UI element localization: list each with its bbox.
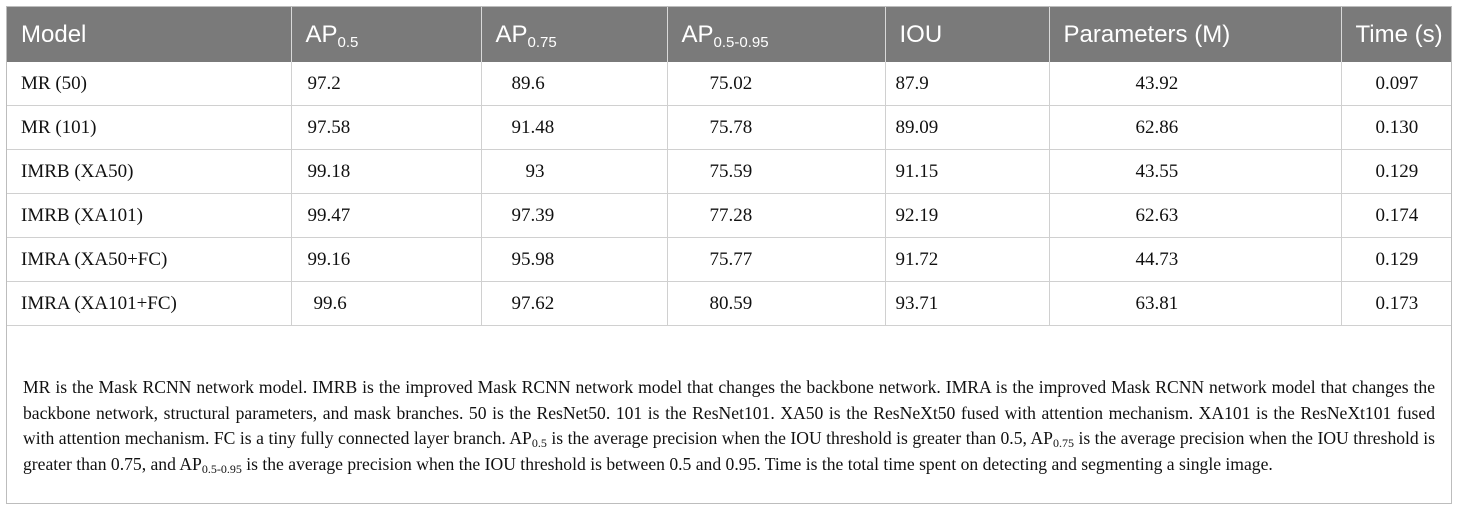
results-table-figure: Model AP0.5 AP0.75 AP0.5-0.95 IOU Parame…: [6, 6, 1452, 504]
cell-ap075: 91.48: [511, 116, 555, 138]
table-row: MR (101) 97.58 91.48 75.78 89.09 62.86 0…: [7, 105, 1451, 150]
cell-iou: 93.71: [895, 292, 939, 314]
header-ap075: AP0.75: [481, 7, 668, 62]
cell-ap075: 97.39: [511, 204, 555, 226]
header-ap05: AP0.5: [291, 7, 482, 62]
cell-ap05: 99.18: [307, 160, 351, 182]
cell-ap0595: 77.28: [709, 204, 753, 226]
cell-iou: 89.09: [895, 116, 939, 138]
table-row: IMRA (XA101+FC) 99.6 97.62 80.59 93.71 6…: [7, 281, 1451, 326]
cell-time: 0.129: [1375, 160, 1419, 182]
cell-model: IMRA (XA101+FC): [7, 281, 292, 326]
cell-ap05: 99.6: [313, 292, 347, 314]
cell-iou: 91.15: [895, 160, 939, 182]
cell-params: 63.81: [1135, 292, 1179, 314]
table-row: IMRB (XA50) 99.18 93 75.59 91.15 43.55 0…: [7, 149, 1451, 194]
cell-time: 0.174: [1375, 204, 1419, 226]
cell-ap075: 89.6: [511, 72, 545, 94]
table-row: IMRA (XA50+FC) 99.16 95.98 75.77 91.72 4…: [7, 237, 1451, 282]
cell-ap075: 95.98: [511, 248, 555, 270]
cell-time: 0.097: [1375, 72, 1419, 94]
table-header-row: Model AP0.5 AP0.75 AP0.5-0.95 IOU Parame…: [7, 7, 1451, 62]
cell-ap0595: 75.59: [709, 160, 753, 182]
cell-ap0595: 80.59: [709, 292, 753, 314]
cell-ap05: 97.2: [307, 72, 341, 94]
cell-ap05: 99.16: [307, 248, 351, 270]
cell-ap05: 97.58: [307, 116, 351, 138]
header-iou: IOU: [885, 7, 1050, 62]
cell-ap0595: 75.77: [709, 248, 753, 270]
cell-params: 44.73: [1135, 248, 1179, 270]
cell-model: IMRB (XA101): [7, 193, 292, 238]
cell-iou: 87.9: [895, 72, 929, 94]
cell-model: IMRA (XA50+FC): [7, 237, 292, 282]
cell-model: MR (50): [7, 62, 292, 106]
cell-iou: 92.19: [895, 204, 939, 226]
cell-params: 43.55: [1135, 160, 1179, 182]
cell-params: 62.63: [1135, 204, 1179, 226]
table-row: IMRB (XA101) 99.47 97.39 77.28 92.19 62.…: [7, 193, 1451, 238]
cell-time: 0.130: [1375, 116, 1419, 138]
cell-ap0595: 75.78: [709, 116, 753, 138]
header-ap0595: AP0.5-0.95: [667, 7, 886, 62]
cell-iou: 91.72: [895, 248, 939, 270]
cell-ap05: 99.47: [307, 204, 351, 226]
cell-params: 62.86: [1135, 116, 1179, 138]
table-footnote: MR is the Mask RCNN network model. IMRB …: [23, 377, 1435, 476]
cell-params: 43.92: [1135, 72, 1179, 94]
header-model: Model: [7, 7, 292, 62]
cell-model: IMRB (XA50): [7, 149, 292, 194]
cell-model: MR (101): [7, 105, 292, 150]
cell-time: 0.173: [1375, 292, 1419, 314]
results-table: Model AP0.5 AP0.75 AP0.5-0.95 IOU Parame…: [7, 7, 1451, 326]
cell-time: 0.129: [1375, 248, 1419, 270]
cell-ap0595: 75.02: [709, 72, 753, 94]
table-row: MR (50) 97.2 89.6 75.02 87.9 43.92 0.097: [7, 62, 1451, 106]
header-params: Parameters (M): [1049, 7, 1342, 62]
header-time: Time (s): [1341, 7, 1451, 62]
cell-ap075: 97.62: [511, 292, 555, 314]
cell-ap075: 93: [525, 160, 545, 182]
